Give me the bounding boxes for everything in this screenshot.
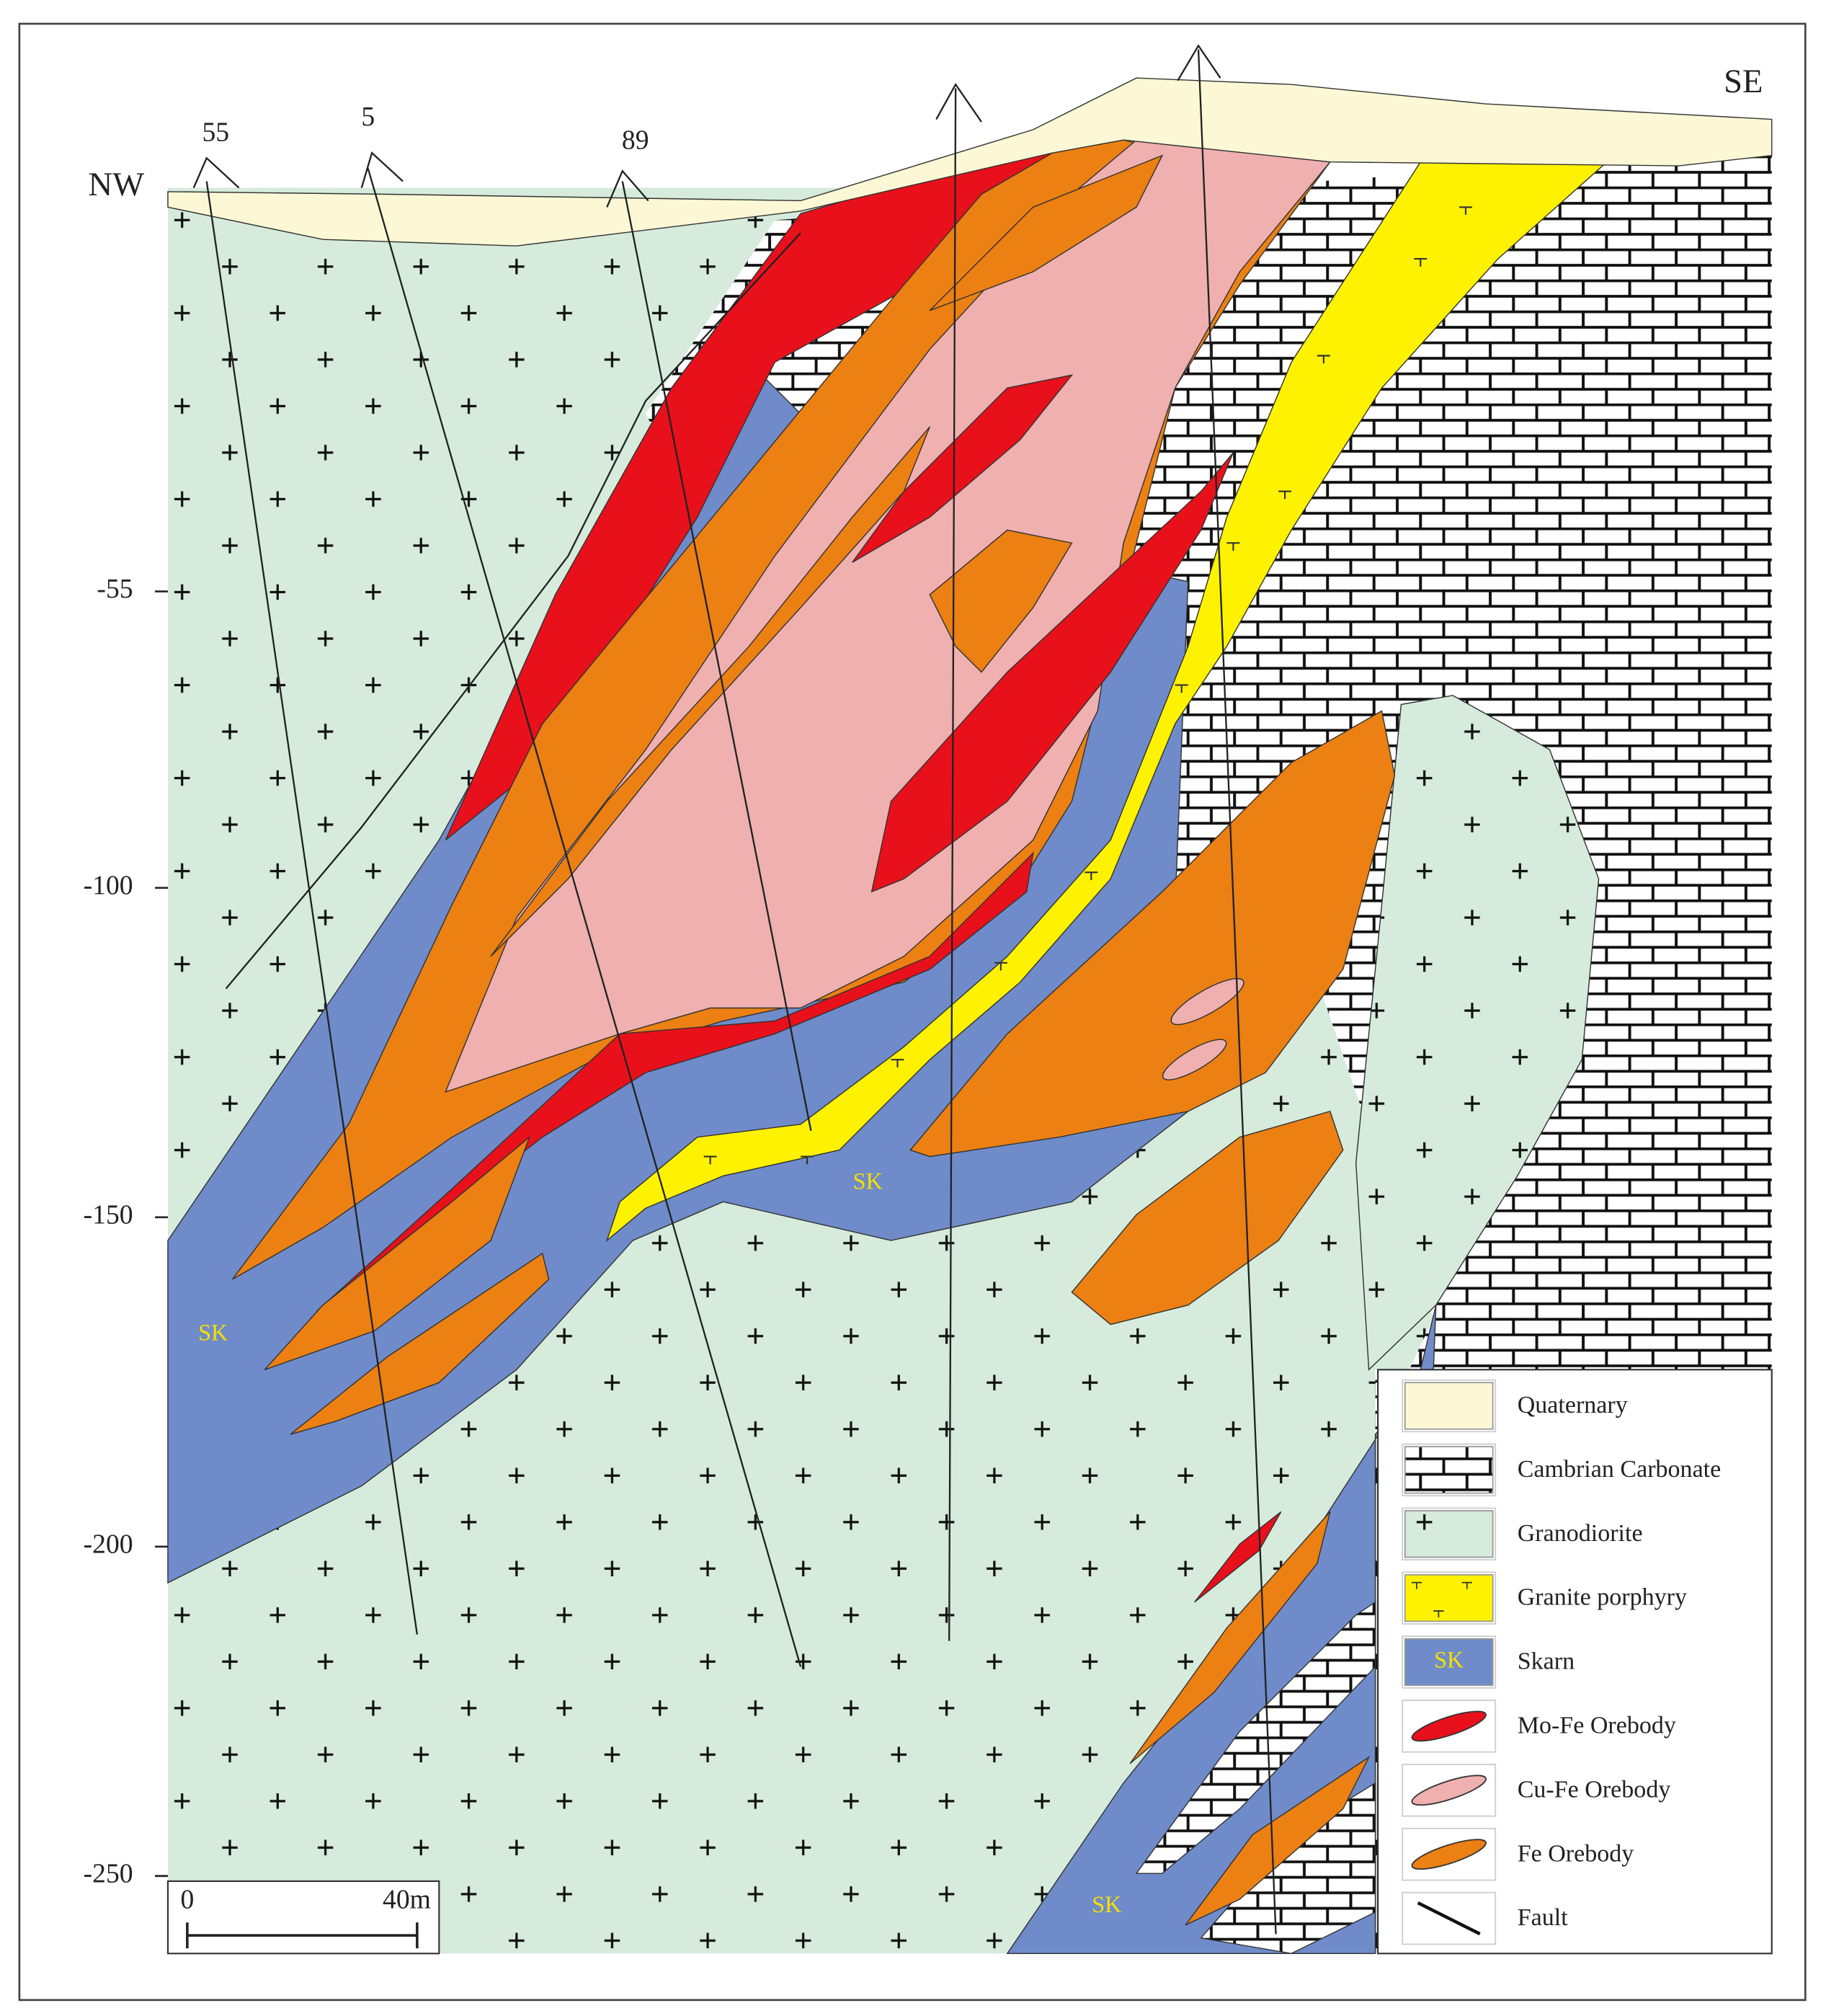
drill-hole-label: 5	[361, 102, 375, 132]
swatch-mo-fe	[1411, 1710, 1487, 1742]
direction-label: NW	[88, 166, 144, 203]
swatch-fault	[1417, 1901, 1481, 1936]
swatch-cu-fe	[1411, 1775, 1487, 1806]
fe-orebody	[490, 426, 930, 957]
cu-fe-orebody	[445, 139, 1332, 1093]
fe-orebody	[1071, 1110, 1344, 1326]
legend-item: Fe Orebody	[1402, 1827, 1634, 1881]
fe-orebody	[264, 1135, 531, 1370]
porphyry-symbols	[703, 206, 1472, 1165]
legend-item: SK Skarn	[1402, 1635, 1575, 1689]
mo-fe-orebody	[316, 851, 1034, 1313]
depth-label: -250	[84, 1858, 133, 1888]
legend-label: Mo-Fe Orebody	[1518, 1713, 1676, 1739]
depth-label: -55	[97, 574, 133, 604]
granite-porphyry	[605, 154, 1616, 1243]
scale-label: 40m	[383, 1884, 431, 1914]
drill-hole-label: 89	[622, 125, 649, 155]
swatch-porphyry	[1404, 1573, 1494, 1622]
legend-item: Granodiorite	[1402, 1507, 1643, 1560]
scale-label: 0	[180, 1884, 194, 1914]
scale-line	[186, 1922, 419, 1949]
legend-label: Granodiorite	[1518, 1520, 1643, 1547]
quaternary	[167, 77, 1773, 247]
legend-label: Fault	[1518, 1904, 1569, 1931]
legend-label: Quaternary	[1518, 1392, 1628, 1418]
rock-label: SK	[853, 1168, 883, 1194]
rock-label: SK	[198, 1319, 228, 1345]
swatch-symbol: SK	[1434, 1646, 1464, 1672]
legend-item: Mo-Fe Orebody	[1402, 1700, 1676, 1753]
rock-label: SK	[1092, 1891, 1121, 1917]
depth-label: -150	[84, 1199, 133, 1230]
legend-label: Cambrian Carbonate	[1518, 1456, 1722, 1483]
legend-item: Cu-Fe Orebody	[1402, 1764, 1671, 1817]
fault	[225, 232, 801, 990]
legend-label: Fe Orebody	[1518, 1840, 1634, 1867]
legend: Quaternary Cambrian Carbonate Granodiorite…	[1377, 1369, 1773, 1955]
cu-fe-orebody	[1170, 977, 1244, 1026]
fe-orebody	[290, 1252, 550, 1435]
fe-orebody	[1185, 1755, 1371, 1926]
swatch-skarn	[1404, 1638, 1494, 1687]
drill-hole-label: 55	[202, 117, 229, 148]
cu-fe-orebody	[1162, 1039, 1227, 1080]
scale-bar: 0 40m	[166, 1880, 440, 1955]
legend-label: Granite porphyry	[1518, 1584, 1687, 1611]
depth-label: -200	[84, 1529, 133, 1559]
legend-label: Cu-Fe Orebody	[1518, 1776, 1671, 1803]
legend-item: Fault	[1402, 1891, 1569, 1945]
depth-label: -100	[84, 870, 133, 900]
swatch-granodiorite	[1404, 1510, 1494, 1558]
drill-hole	[192, 44, 1277, 1935]
carbonate	[1135, 1601, 1376, 1874]
mo-fe-orebody	[852, 374, 1074, 563]
fe-orebody	[929, 529, 1073, 673]
swatch-symbol	[1411, 1581, 1472, 1618]
direction-label: SE	[1724, 63, 1763, 100]
geology	[167, 44, 1773, 1955]
swatch-carbonate	[1404, 1446, 1494, 1494]
legend-label: Skarn	[1518, 1648, 1575, 1675]
legend-item: Quaternary	[1402, 1379, 1628, 1433]
swatch-quaternary	[1404, 1382, 1494, 1430]
fe-orebody	[909, 710, 1396, 1158]
scale-box	[166, 1880, 440, 1955]
granodiorite	[1355, 695, 1600, 1371]
legend-item: Cambrian Carbonate	[1402, 1443, 1722, 1497]
depth-axis: -55 -100 -150 -200 -250	[84, 574, 168, 1888]
fe-orebody	[1129, 1511, 1331, 1764]
swatch-fe	[1411, 1839, 1487, 1870]
fe-orebody	[929, 154, 1164, 311]
legend-item: Granite porphyry	[1402, 1571, 1687, 1625]
